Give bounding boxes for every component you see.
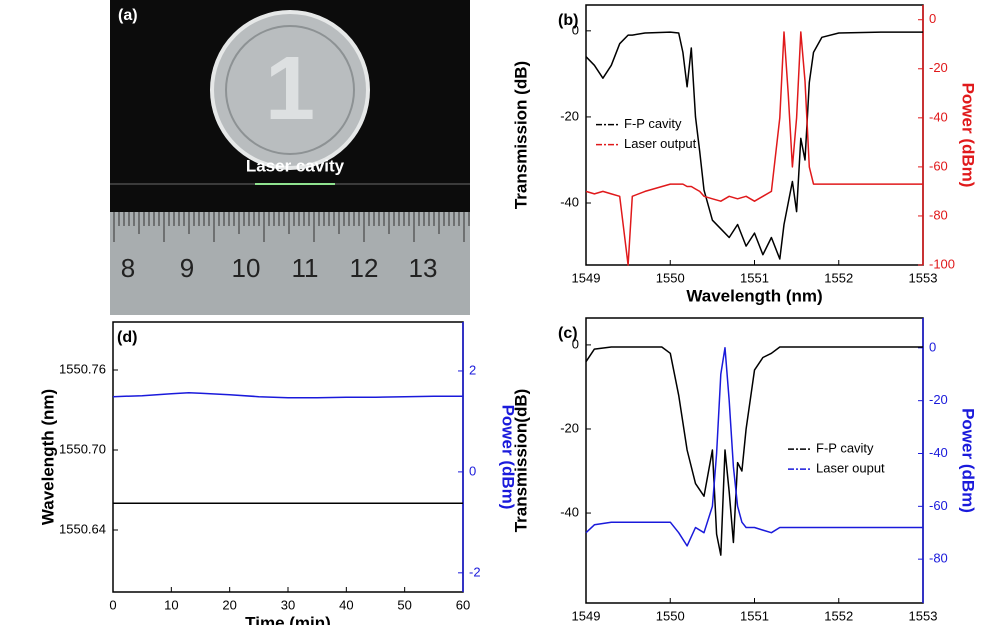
x-tick-label: 1549 (572, 270, 601, 285)
y2-tick-label: -2 (469, 564, 481, 579)
x-tick-label: 1553 (909, 608, 938, 623)
x-tick-label: 1551 (740, 608, 769, 623)
y-tick-label: 0 (572, 22, 579, 37)
ruler-label: 13 (409, 253, 438, 283)
photo-caption: Laser cavity (246, 156, 345, 175)
y2-tick-label: -60 (929, 158, 948, 173)
y2-tick-label: -40 (929, 109, 948, 124)
plot-frame (112, 321, 464, 593)
x-tick-label: 60 (456, 597, 470, 612)
y-tick-label: -20 (560, 108, 579, 123)
y2-axis-title: Power (dBm) (959, 408, 978, 513)
coin (210, 10, 370, 170)
y2-tick-label: 2 (469, 362, 476, 377)
ruler-label: 10 (232, 253, 261, 283)
x-tick-label: 1551 (740, 270, 769, 285)
y2-tick-label: 0 (469, 463, 476, 478)
x-tick-label: 0 (109, 597, 116, 612)
y2-tick-label: -40 (929, 445, 948, 460)
ruler-ticks: 8 9 10 11 12 13 (113, 212, 470, 283)
x-axis-title: Wavelength (nm) (686, 286, 822, 305)
y-axis-title: Wavelength (nm) (38, 389, 57, 525)
x-tick-label: 20 (222, 597, 236, 612)
y-tick-label: 0 (572, 336, 579, 351)
x-tick-label: 1550 (656, 608, 685, 623)
y2-tick-label: -60 (929, 498, 948, 513)
legend-label: Laser ouput (816, 461, 885, 476)
legend-label: F-P cavity (816, 441, 874, 456)
series-line (585, 347, 923, 547)
plot-frame (585, 4, 924, 266)
y2-tick-label: 0 (929, 11, 936, 26)
y-tick-label: -40 (560, 194, 579, 209)
x-tick-label: 10 (164, 597, 178, 612)
y2-tick-label: 0 (929, 339, 936, 354)
y-tick-label: -20 (560, 420, 579, 435)
x-tick-label: 40 (339, 597, 353, 612)
y-tick-label: 1550.70 (59, 441, 106, 456)
panel-label: (c) (558, 325, 578, 342)
y2-axis-title: Power (dBm) (959, 83, 978, 188)
y-axis-title: Transmission(dB) (511, 389, 530, 533)
x-tick-label: 1549 (572, 608, 601, 623)
ruler-label: 8 (121, 253, 135, 283)
x-axis-title: Time (min) (245, 613, 331, 625)
coin-numeral: 1 (265, 39, 315, 139)
ruler-label: 12 (350, 253, 379, 283)
y2-axis-title: Power (dBm) (499, 405, 518, 510)
y2-tick-label: -20 (929, 392, 948, 407)
x-tick-label: 1553 (909, 270, 938, 285)
series-line (112, 391, 463, 399)
y2-tick-label: -80 (929, 551, 948, 566)
ruler-label: 11 (292, 253, 319, 283)
y2-tick-label: -20 (929, 60, 948, 75)
panel-label: (d) (117, 329, 137, 346)
y-tick-label: -40 (560, 504, 579, 519)
legend-label: F-P cavity (624, 116, 682, 131)
y2-tick-label: -80 (929, 207, 948, 222)
x-tick-label: 1552 (824, 270, 853, 285)
panel-label: (b) (558, 12, 578, 29)
ruler-label: 9 (180, 253, 194, 283)
legend-label: Laser output (624, 136, 697, 151)
series-line (585, 346, 923, 556)
series-line (585, 31, 923, 260)
y-tick-label: 1550.76 (59, 361, 106, 376)
y-axis-title: Transmission (dB) (511, 61, 530, 209)
x-tick-label: 1550 (656, 270, 685, 285)
y-tick-label: 1550.64 (59, 521, 106, 536)
y2-tick-label: -100 (929, 256, 955, 271)
x-tick-label: 50 (397, 597, 411, 612)
photo-panel: 1 Laser cavity 8 9 10 11 12 13 (a) (110, 0, 470, 315)
panel-label: (a) (118, 7, 138, 24)
series-line (585, 31, 923, 266)
x-tick-label: 1552 (824, 608, 853, 623)
coin-rim (225, 25, 355, 155)
ruler (110, 212, 470, 315)
x-tick-label: 30 (281, 597, 295, 612)
